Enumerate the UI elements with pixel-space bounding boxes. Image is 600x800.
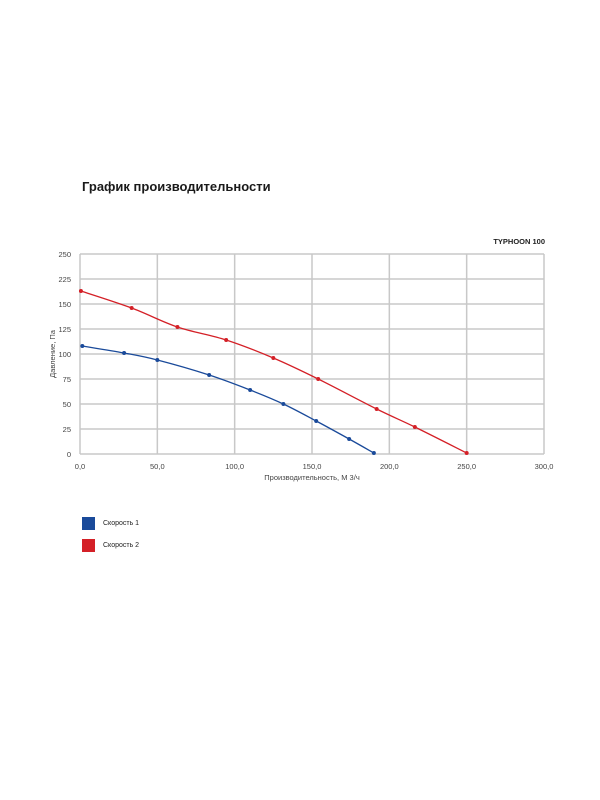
data-point xyxy=(207,373,212,377)
data-point xyxy=(224,338,229,342)
legend-swatch xyxy=(82,517,95,530)
y-tick-label: 125 xyxy=(58,325,71,334)
data-point xyxy=(464,451,469,455)
data-point xyxy=(248,388,253,392)
y-tick-label: 25 xyxy=(63,425,71,434)
y-tick-label: 0 xyxy=(67,450,71,459)
data-point xyxy=(281,402,286,406)
legend-item-speed-2: Скорость 2 xyxy=(82,539,139,552)
legend-item-speed-1: Скорость 1 xyxy=(82,517,139,530)
data-point xyxy=(122,351,127,355)
data-point xyxy=(271,356,276,360)
data-point xyxy=(80,344,85,348)
legend-label: Скорость 1 xyxy=(103,520,140,527)
data-point xyxy=(412,425,417,429)
x-axis-label: Производительность, М 3/ч xyxy=(264,473,360,482)
series-line-1 xyxy=(82,345,375,454)
data-point xyxy=(175,325,180,329)
y-tick-label: 225 xyxy=(58,275,71,284)
x-tick-label: 250,0 xyxy=(457,462,476,471)
x-tick-label: 100,0 xyxy=(225,462,244,471)
data-point xyxy=(316,377,321,381)
data-point xyxy=(371,451,376,455)
model-label: TYPHOON 100 xyxy=(493,237,545,246)
x-tick-label: 150,0 xyxy=(303,462,322,471)
data-point xyxy=(78,289,83,293)
data-point xyxy=(347,437,352,441)
y-tick-label: 75 xyxy=(63,375,71,384)
legend-label: Скорость 2 xyxy=(103,542,140,549)
y-tick-label: 100 xyxy=(58,350,71,359)
data-point xyxy=(129,306,134,310)
legend: Скорость 1 Скорость 2 xyxy=(82,517,139,561)
legend-swatch xyxy=(82,539,95,552)
y-tick-label: 250 xyxy=(58,250,71,259)
y-tick-label: 150 xyxy=(58,300,71,309)
y-tick-label: 50 xyxy=(63,400,71,409)
x-tick-label: 300,0 xyxy=(535,462,554,471)
y-axis-label: Давление, Па xyxy=(48,329,57,378)
data-point xyxy=(374,407,379,411)
x-tick-label: 0,0 xyxy=(75,462,85,471)
chart-title: График производительности xyxy=(82,179,271,194)
x-tick-label: 50,0 xyxy=(150,462,165,471)
data-point xyxy=(314,419,319,423)
x-tick-label: 200,0 xyxy=(380,462,399,471)
data-point xyxy=(155,358,160,362)
